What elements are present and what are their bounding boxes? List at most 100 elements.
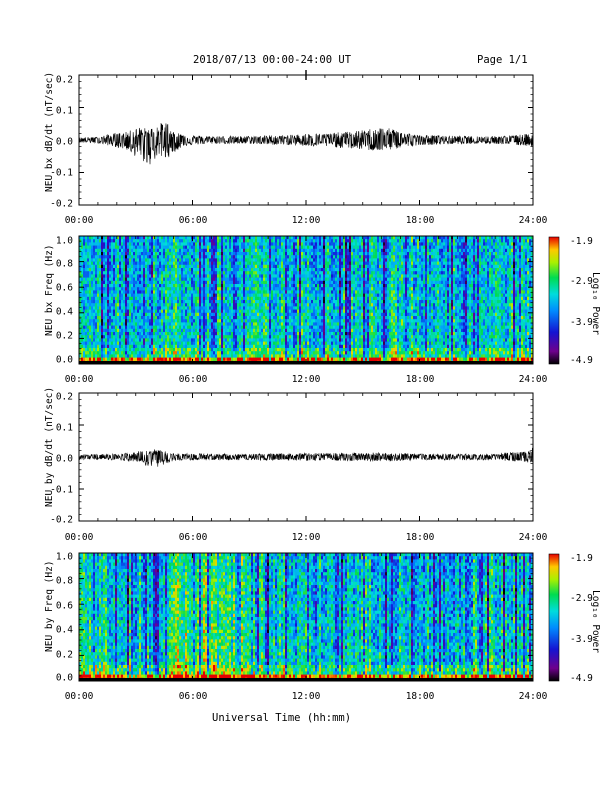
spectrogram-cell bbox=[171, 255, 174, 259]
spectrogram-cell bbox=[253, 242, 256, 246]
spectrogram-cell bbox=[463, 258, 466, 262]
spectrogram-cell bbox=[401, 293, 404, 298]
spectrogram-cell bbox=[247, 303, 250, 307]
spectrogram-cell bbox=[331, 248, 334, 253]
spectrogram-cell bbox=[309, 287, 312, 291]
spectrogram-cell bbox=[125, 293, 128, 298]
spectrogram-cell bbox=[207, 242, 210, 246]
spectrogram-cell bbox=[191, 245, 194, 250]
spectrogram-cell bbox=[147, 268, 150, 272]
spectrogram-cell bbox=[335, 242, 338, 246]
spectrogram-cell bbox=[223, 300, 226, 304]
spectrogram-cell bbox=[377, 296, 380, 301]
spectrogram-cell bbox=[409, 271, 412, 275]
spectrogram-cell bbox=[521, 264, 524, 269]
spectrogram-cell bbox=[209, 287, 212, 291]
spectrogram-cell bbox=[477, 280, 480, 285]
spectrogram-cell bbox=[97, 280, 100, 285]
spectrogram-cell bbox=[461, 252, 464, 256]
spectrogram-cell bbox=[175, 296, 178, 301]
spectrogram-cell bbox=[269, 296, 272, 301]
spectrogram-cell bbox=[423, 239, 426, 243]
spectrogram-cell bbox=[399, 261, 402, 266]
spectrogram-cell bbox=[299, 261, 302, 266]
spectrogram-cell bbox=[421, 239, 424, 243]
spectrogram-cell bbox=[349, 268, 352, 272]
spectrogram-cell bbox=[449, 255, 452, 259]
spectrogram-cell bbox=[527, 245, 530, 250]
spectrogram-cell bbox=[201, 255, 204, 259]
spectrogram-cell bbox=[79, 300, 82, 304]
spectrogram-cell bbox=[487, 280, 490, 285]
spectrogram-cell bbox=[351, 255, 354, 259]
spectrogram-cell bbox=[155, 300, 158, 304]
spectrogram-cell bbox=[357, 268, 360, 272]
spectrogram-cell bbox=[393, 255, 396, 259]
spectrogram-cell bbox=[433, 296, 436, 301]
spectrogram-cell bbox=[443, 287, 446, 291]
spectrogram-cell bbox=[235, 261, 238, 266]
spectrogram-cell bbox=[291, 296, 294, 301]
spectrogram-cell bbox=[217, 252, 220, 256]
spectrogram-cell bbox=[345, 271, 348, 275]
spectrogram-cell bbox=[139, 255, 142, 259]
spectrogram-cell bbox=[499, 255, 502, 259]
spectrogram-cell bbox=[155, 261, 158, 266]
spectrogram-cell bbox=[527, 268, 530, 272]
spectrogram-cell bbox=[341, 274, 344, 278]
spectrogram-cell bbox=[343, 268, 346, 272]
spectrogram-cell bbox=[111, 293, 114, 298]
spectrogram-cell bbox=[205, 239, 208, 243]
spectrogram-cell bbox=[489, 280, 492, 285]
spectrogram-cell bbox=[411, 245, 414, 250]
spectrogram-cell bbox=[435, 284, 438, 288]
spectrogram-cell bbox=[159, 255, 162, 259]
spectrogram-cell bbox=[475, 280, 478, 285]
spectrogram-cell bbox=[153, 274, 156, 278]
spectrogram-cell bbox=[379, 248, 382, 253]
spectrogram-cell bbox=[121, 300, 124, 304]
spectrogram-cell bbox=[267, 268, 270, 272]
spectrogram-cell bbox=[113, 271, 116, 275]
spectrogram-cell bbox=[247, 248, 250, 253]
spectrogram-cell bbox=[255, 284, 258, 288]
spectrogram-cell bbox=[469, 293, 472, 298]
spectrogram-cell bbox=[289, 271, 292, 275]
spectrogram-cell bbox=[255, 252, 258, 256]
spectrogram-cell bbox=[523, 261, 526, 266]
spectrogram-cell bbox=[269, 255, 272, 259]
spectrogram-cell bbox=[371, 284, 374, 288]
spectrogram-cell bbox=[381, 261, 384, 266]
spectrogram-cell bbox=[345, 280, 348, 285]
spectrogram-cell bbox=[199, 245, 202, 250]
spectrogram-cell bbox=[151, 252, 154, 256]
spectrogram-cell bbox=[317, 248, 320, 253]
spectrogram-cell bbox=[529, 236, 532, 240]
spectrogram-cell bbox=[359, 296, 362, 301]
spectrogram-cell bbox=[313, 264, 316, 269]
spectrogram-cell bbox=[87, 261, 90, 266]
spectrogram-cell bbox=[143, 255, 146, 259]
spectrogram-cell bbox=[397, 261, 400, 266]
spectrogram-cell bbox=[415, 271, 418, 275]
spectrogram-cell bbox=[149, 261, 152, 266]
spectrogram-cell bbox=[203, 287, 206, 291]
spectrogram-cell bbox=[319, 252, 322, 256]
spectrogram-cell bbox=[531, 248, 534, 253]
spectrogram-cell bbox=[247, 280, 250, 285]
spectrogram-cell bbox=[421, 252, 424, 256]
spectrogram-cell bbox=[151, 264, 154, 269]
spectrogram-cell bbox=[161, 290, 164, 294]
spectrogram-cell bbox=[409, 258, 412, 262]
spectrogram-cell bbox=[459, 277, 462, 282]
spectrogram-cell bbox=[397, 300, 400, 304]
spectrogram-cell bbox=[97, 303, 100, 307]
spectrogram-cell bbox=[431, 248, 434, 253]
spectrogram-cell bbox=[509, 300, 512, 304]
spectrogram-cell bbox=[91, 236, 94, 240]
spectrogram-cell bbox=[459, 290, 462, 294]
spectrogram-cell bbox=[489, 245, 492, 250]
spectrogram-cell bbox=[521, 274, 524, 278]
spectrogram-cell bbox=[491, 239, 494, 243]
spectrogram-cell bbox=[403, 300, 406, 304]
